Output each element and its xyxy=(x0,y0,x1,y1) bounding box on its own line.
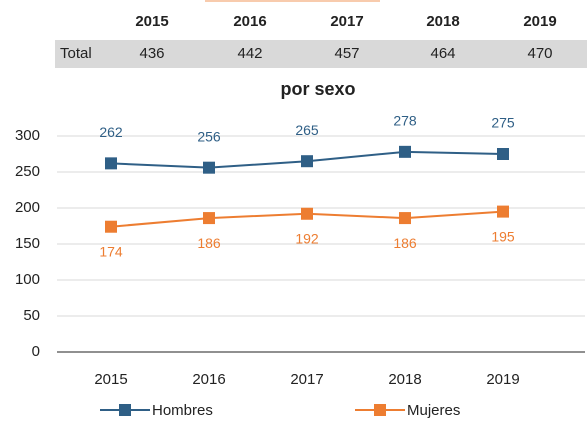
table-header: 2017 xyxy=(330,13,363,30)
data-label: 195 xyxy=(491,228,515,244)
marker xyxy=(203,212,215,225)
legend-label: Mujeres xyxy=(407,402,460,419)
marker xyxy=(105,220,117,233)
table-header: 2019 xyxy=(523,13,556,30)
row-label: Total xyxy=(60,45,92,62)
data-label: 186 xyxy=(197,235,221,251)
table-cell: 464 xyxy=(430,45,455,62)
legend-marker xyxy=(374,404,386,416)
marker xyxy=(497,205,509,218)
total-row-bg xyxy=(55,40,587,68)
marker xyxy=(399,145,411,158)
table-cell: 442 xyxy=(237,45,262,62)
marker xyxy=(301,155,313,168)
x-tick-label: 2018 xyxy=(388,371,421,388)
data-label: 278 xyxy=(393,113,417,129)
table-header: 2018 xyxy=(426,13,459,30)
legend-marker xyxy=(119,404,131,416)
y-tick-label: 150 xyxy=(15,235,40,252)
y-tick-label: 100 xyxy=(15,271,40,288)
data-label: 265 xyxy=(295,122,319,138)
decor-line xyxy=(205,0,380,2)
table-cell: 457 xyxy=(334,45,359,62)
y-tick-label: 300 xyxy=(15,127,40,144)
x-tick-label: 2016 xyxy=(192,371,225,388)
table-header: 2016 xyxy=(233,13,266,30)
table-cell: 436 xyxy=(139,45,164,62)
marker xyxy=(301,207,313,220)
y-tick-label: 250 xyxy=(15,163,40,180)
marker xyxy=(105,157,117,170)
y-tick-label: 0 xyxy=(32,343,40,360)
data-label: 275 xyxy=(491,115,515,131)
chart-title: por sexo xyxy=(280,79,355,99)
y-tick-label: 50 xyxy=(23,307,40,324)
x-tick-label: 2017 xyxy=(290,371,323,388)
y-tick-label: 200 xyxy=(15,199,40,216)
x-tick-label: 2015 xyxy=(94,371,127,388)
data-label: 256 xyxy=(197,128,221,144)
table-cell: 470 xyxy=(527,45,552,62)
data-label: 262 xyxy=(99,124,123,140)
table-header: 2015 xyxy=(135,13,168,30)
marker xyxy=(399,212,411,225)
marker xyxy=(203,161,215,174)
x-tick-label: 2019 xyxy=(486,371,519,388)
data-label: 174 xyxy=(99,243,123,259)
data-label: 186 xyxy=(393,235,417,251)
data-label: 192 xyxy=(295,230,319,246)
legend-label: Hombres xyxy=(152,402,213,419)
marker xyxy=(497,148,509,160)
